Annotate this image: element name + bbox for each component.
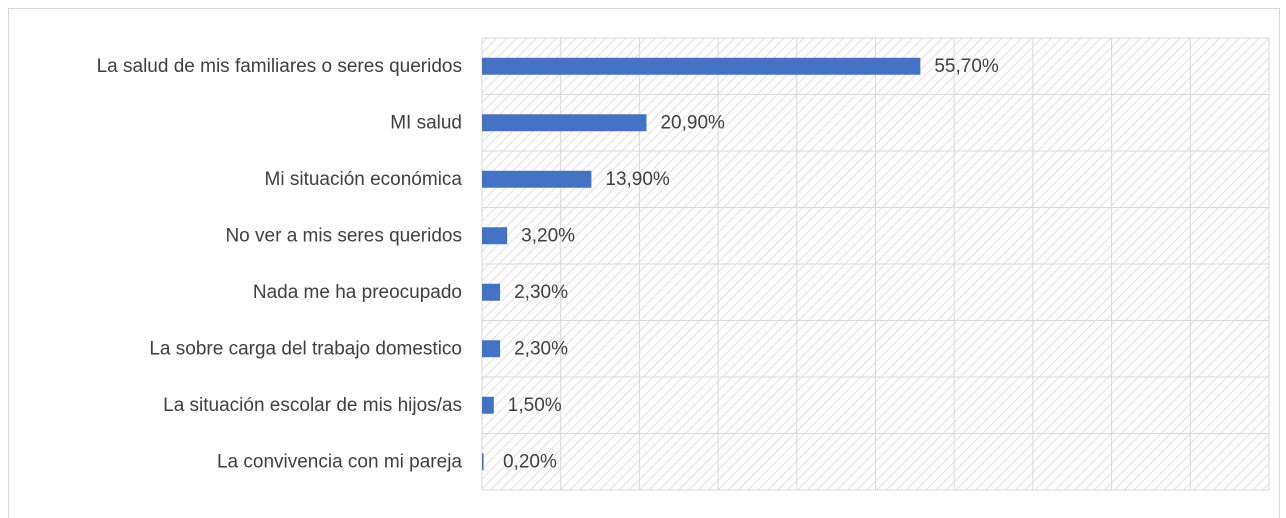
data-label: 13,90% [605, 169, 670, 190]
category-label: La sobre carga del trabajo domestico [149, 338, 462, 359]
category-label: La salud de mis familiares o seres queri… [97, 56, 462, 77]
data-label: 20,90% [660, 112, 725, 133]
category-label: No ver a mis seres queridos [225, 225, 462, 246]
data-label: 0,20% [503, 451, 557, 472]
category-label: Mi situación económica [265, 169, 463, 190]
category-label: Nada me ha preocupado [253, 282, 462, 303]
category-label: La situación escolar de mis hijos/as [163, 395, 462, 416]
data-label: 2,30% [514, 338, 568, 359]
category-label: La convivencia con mi pareja [217, 451, 462, 472]
bars [482, 57, 921, 471]
category-label: MI salud [390, 112, 462, 133]
category-labels: La salud de mis familiares o seres queri… [97, 56, 463, 473]
data-label: 3,20% [521, 225, 575, 246]
bar [482, 227, 508, 245]
bar [482, 396, 494, 414]
data-label: 2,30% [514, 282, 568, 303]
bar [482, 170, 592, 188]
bar [482, 340, 501, 358]
bar [482, 114, 647, 132]
data-label: 55,70% [934, 56, 999, 77]
data-label: 1,50% [508, 395, 562, 416]
bar [482, 453, 484, 471]
bar [482, 283, 501, 301]
data-labels: 55,70% 20,90% 13,90% 3,20% 2,30% 2,30% 1,50% 0,… [503, 56, 999, 473]
gridlines [481, 37, 1270, 491]
bar [482, 57, 921, 75]
